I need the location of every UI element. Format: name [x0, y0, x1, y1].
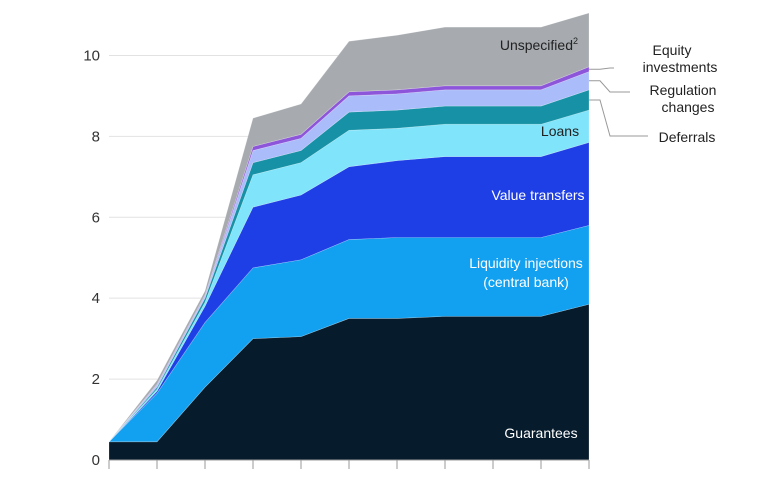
- label-value-transfers: Value transfers: [491, 187, 584, 203]
- area-liquidity-injections-central-bank: [108, 224, 590, 443]
- label-deferrals: Deferrals: [659, 129, 716, 145]
- area-series: [108, 12, 590, 461]
- label-liquidity-line2: (central bank): [483, 274, 569, 290]
- y-tick-label: 4: [92, 290, 100, 307]
- leader-equity: [589, 67, 614, 70]
- label-loans: Loans: [541, 123, 579, 139]
- label-regulation-line1: Regulation: [650, 82, 717, 98]
- label-liquidity-line1: Liquidity injections: [469, 255, 583, 271]
- y-tick-label: 2: [92, 371, 100, 388]
- x-axis: [108, 459, 590, 469]
- leader-regulation: [589, 80, 630, 93]
- label-unspecified-text: Unspecified: [500, 37, 573, 53]
- y-tick-label: 0: [92, 452, 100, 469]
- y-tick-label: 10: [83, 47, 100, 64]
- label-equity-line2: investments: [643, 59, 718, 75]
- area-value-transfers: [108, 142, 590, 443]
- label-unspecified: Unspecified2: [500, 36, 578, 53]
- label-unspecified-superscript: 2: [573, 36, 578, 46]
- area-unspecified: [108, 12, 590, 442]
- y-tick-label: 6: [92, 209, 100, 226]
- y-axis-tick-labels: 0 2 4 6 8 10: [83, 47, 100, 469]
- label-regulation-line2: changes: [662, 99, 715, 115]
- y-tick-label: 8: [92, 128, 100, 145]
- label-leader-lines: [589, 67, 648, 137]
- label-equity-line1: Equity: [653, 42, 692, 58]
- leader-deferrals: [589, 99, 648, 137]
- label-guarantees: Guarantees: [504, 425, 577, 441]
